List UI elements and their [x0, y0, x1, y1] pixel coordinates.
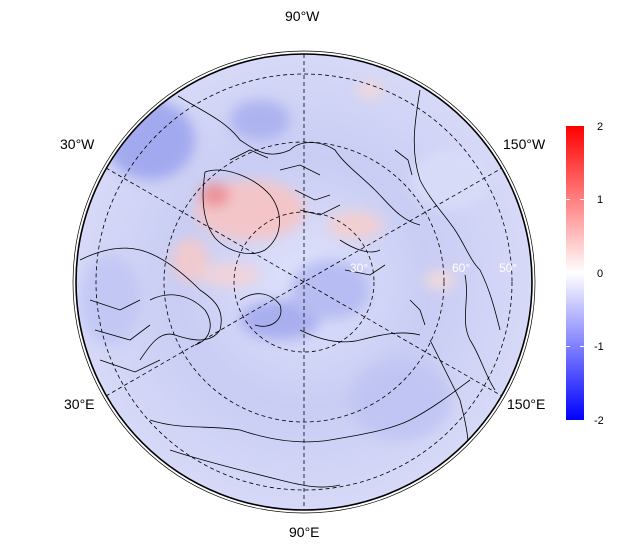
colorbar-tick-2: 2 [597, 121, 603, 133]
map-border [75, 53, 533, 511]
lon-label-upper-left: 30°W [60, 136, 95, 152]
coastlines [79, 89, 501, 488]
lat-label-50: 50° [499, 261, 517, 275]
colorbar-ramp [566, 126, 584, 420]
colorbar-tick-0: 0 [597, 268, 603, 280]
lon-label-upper-right: 150°W [503, 136, 546, 152]
colorbar: 2 1 0 -1 -2 [566, 121, 604, 427]
lon-label-top: 90°W [285, 8, 320, 24]
lat-label-60: 60° [452, 261, 470, 275]
colorbar-tick-neg1: -1 [594, 341, 604, 353]
graticule [95, 54, 513, 510]
lon-label-lower-left: 30°E [64, 396, 95, 412]
lon-label-bottom: 90°E [289, 524, 320, 540]
lat-label-30: 30° [350, 261, 368, 275]
colorbar-tick-1: 1 [597, 194, 603, 206]
anomaly-field [76, 54, 532, 510]
colorbar-tick-neg2: -2 [594, 415, 604, 427]
lon-label-lower-right: 150°E [507, 396, 546, 412]
